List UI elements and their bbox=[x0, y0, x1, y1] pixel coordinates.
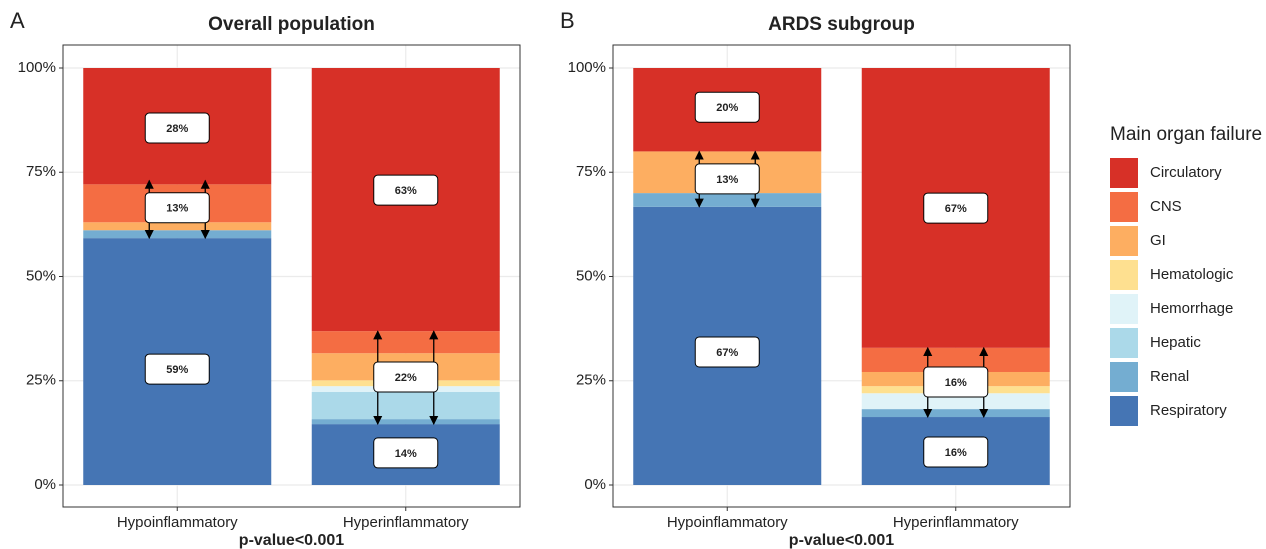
data-label: 67% bbox=[945, 203, 967, 215]
label-box bbox=[144, 353, 210, 385]
y-tick-label: 50% bbox=[576, 267, 606, 284]
bar-segment: GI bbox=[83, 222, 272, 231]
data-label: 16% bbox=[945, 377, 967, 389]
legend-swatch bbox=[1110, 158, 1138, 188]
y-tick-label: 75% bbox=[576, 163, 606, 180]
y-tick-label: 25% bbox=[576, 372, 606, 389]
legend-label: Hemorrhage bbox=[1150, 300, 1233, 317]
bar-segment: Renal bbox=[311, 419, 500, 425]
y-tick-label: 100% bbox=[18, 59, 56, 76]
label-box bbox=[694, 163, 760, 195]
data-label: 14% bbox=[395, 448, 417, 460]
data-label: 63% bbox=[395, 185, 417, 197]
legend-label: Renal bbox=[1150, 368, 1189, 385]
data-label: 13% bbox=[716, 174, 738, 186]
label-box bbox=[923, 366, 989, 398]
bar-segment: Renal bbox=[83, 230, 272, 239]
legend-label: Circulatory bbox=[1150, 164, 1222, 181]
legend-swatch bbox=[1110, 226, 1138, 256]
label-box bbox=[694, 336, 760, 368]
y-tick-label: 100% bbox=[568, 59, 606, 76]
plot-border bbox=[62, 44, 521, 508]
bar-segment: CNS bbox=[311, 331, 500, 354]
data-label: 20% bbox=[716, 102, 738, 114]
data-label: 16% bbox=[945, 447, 967, 459]
x-tick-label: Hyperinflammatory bbox=[893, 514, 1019, 531]
label-box bbox=[373, 361, 439, 393]
data-label: 28% bbox=[166, 123, 188, 135]
label-box bbox=[923, 436, 989, 468]
x-axis-label: p-value<0.001 bbox=[789, 532, 895, 549]
legend-swatch bbox=[1110, 192, 1138, 222]
label-box bbox=[373, 174, 439, 206]
x-tick-label: Hypoinflammatory bbox=[667, 514, 788, 531]
x-axis-label: p-value<0.001 bbox=[239, 532, 345, 549]
y-tick-label: 25% bbox=[26, 372, 56, 389]
bar-segment: Renal bbox=[861, 409, 1050, 418]
label-box bbox=[144, 112, 210, 144]
legend-title: Main organ failure bbox=[1110, 124, 1262, 145]
chart-title: ARDS subgroup bbox=[768, 14, 915, 35]
y-tick-label: 0% bbox=[584, 476, 606, 493]
y-tick-label: 0% bbox=[34, 476, 56, 493]
legend-swatch bbox=[1110, 294, 1138, 324]
legend-label: GI bbox=[1150, 232, 1166, 249]
bar-segment: Hemorrhage bbox=[861, 393, 1050, 410]
data-label: 67% bbox=[716, 347, 738, 359]
legend-swatch bbox=[1110, 328, 1138, 358]
label-box bbox=[144, 192, 210, 224]
panel-label: A bbox=[10, 8, 25, 33]
x-tick-label: Hyperinflammatory bbox=[343, 514, 469, 531]
bar-segment: Hepatic bbox=[311, 392, 500, 420]
legend-label: Hematologic bbox=[1150, 266, 1234, 283]
label-box bbox=[923, 192, 989, 224]
plot-border bbox=[612, 44, 1071, 508]
legend-swatch bbox=[1110, 260, 1138, 290]
label-box bbox=[694, 91, 760, 123]
x-tick-label: Hypoinflammatory bbox=[117, 514, 238, 531]
y-tick-label: 75% bbox=[26, 163, 56, 180]
y-tick-label: 50% bbox=[26, 267, 56, 284]
legend-label: Respiratory bbox=[1150, 402, 1227, 419]
legend-swatch bbox=[1110, 362, 1138, 392]
bar-segment: Renal bbox=[633, 193, 822, 207]
chart-title: Overall population bbox=[208, 14, 375, 35]
legend-label: Hepatic bbox=[1150, 334, 1201, 351]
label-box bbox=[373, 437, 439, 469]
data-label: 59% bbox=[166, 364, 188, 376]
data-label: 22% bbox=[395, 372, 417, 384]
panel-label: B bbox=[560, 8, 575, 33]
legend-label: CNS bbox=[1150, 198, 1182, 215]
legend-swatch bbox=[1110, 396, 1138, 426]
data-label: 13% bbox=[166, 203, 188, 215]
